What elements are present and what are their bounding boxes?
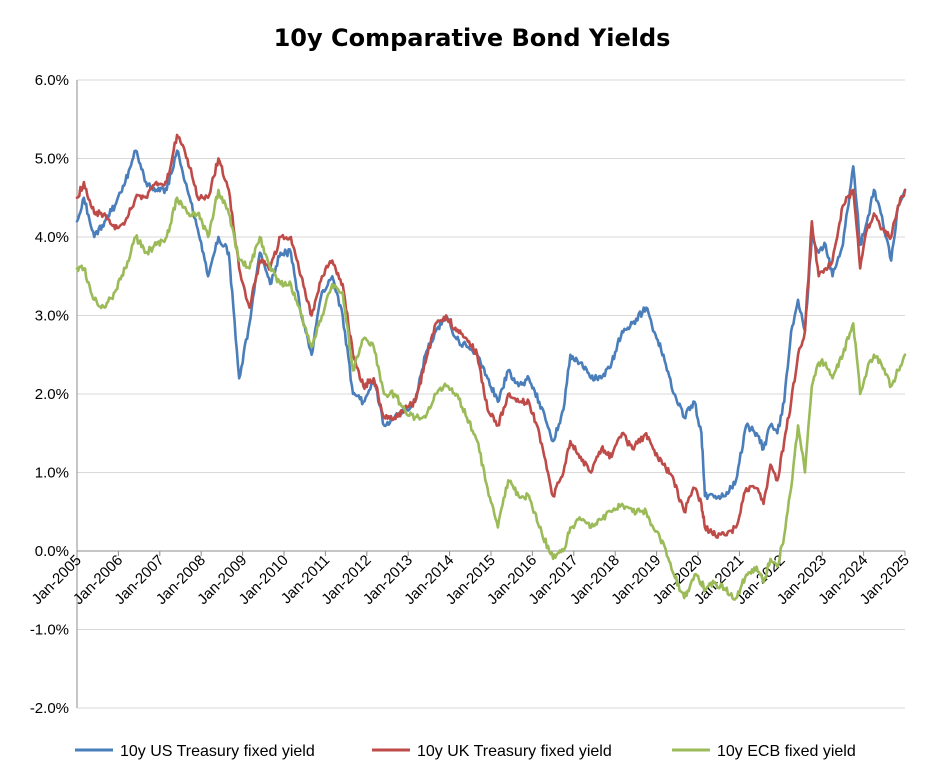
y-tick-label: 0.0% [35,543,69,560]
series-lines [75,133,907,601]
y-tick-label: -1.0% [30,622,69,639]
y-tick-label: 3.0% [35,308,69,325]
y-axis-tick-labels: 6.0% 5.0% 4.0% 3.0% 2.0% 1.0% 0.0% -1.0% -2.0% [30,72,69,717]
y-tick-label: -2.0% [30,700,69,717]
legend: 10y US Treasury fixed yield 10y UK Treasu… [75,743,856,760]
y-tick-label: 4.0% [35,229,69,246]
legend-label: 10y US Treasury fixed yield [120,743,315,760]
series-line-1 [75,133,907,539]
y-tick-label: 1.0% [35,465,69,482]
y-tick-label: 2.0% [35,386,69,403]
chart-title: 10y Comparative Bond Yields [274,24,671,52]
series-line-2 [75,188,907,601]
axes [76,80,906,708]
y-tick-label: 5.0% [35,151,69,168]
grid-lines [77,79,905,709]
legend-label: 10y ECB fixed yield [717,743,856,760]
legend-label: 10y UK Treasury fixed yield [417,743,612,760]
y-tick-label: 6.0% [35,72,69,89]
series-line-0 [75,149,907,501]
